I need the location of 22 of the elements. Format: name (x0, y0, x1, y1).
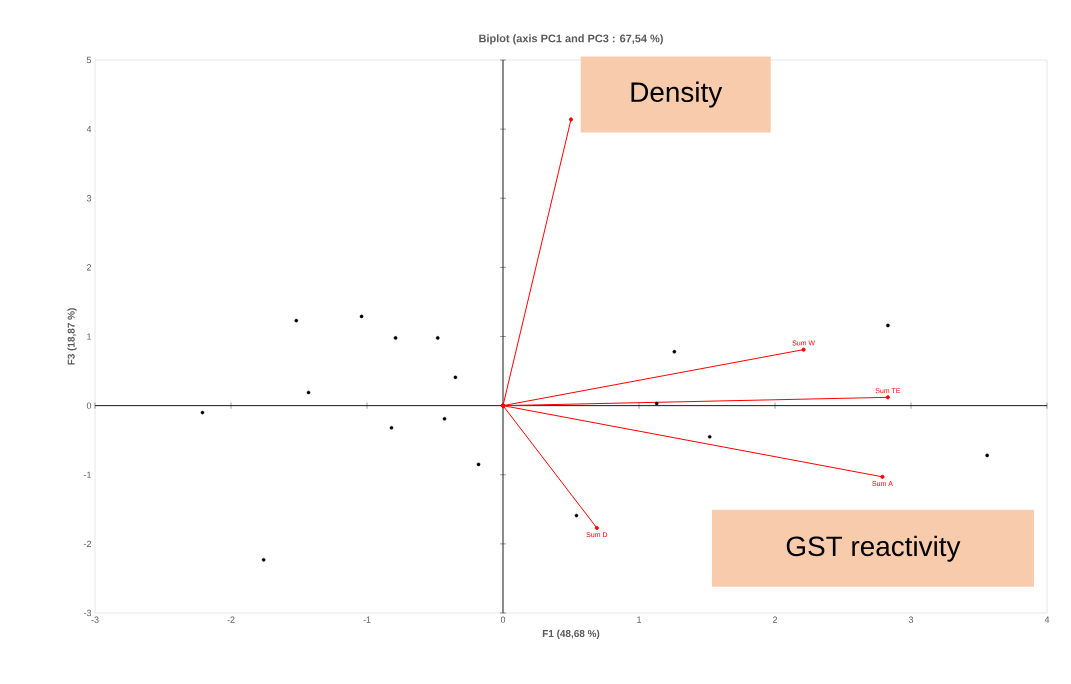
y-tick-label: -3 (83, 609, 92, 617)
annotation: GST reactivity (786, 535, 961, 562)
x-tick-label: 1 (637, 616, 642, 623)
x-axis-title: F1 (48,68 %) (542, 629, 600, 639)
x-tick-label: 3 (908, 616, 914, 623)
chart-title: Biplot (axis PC1 and PC3 : 67,54 %) (479, 34, 663, 45)
x-tick-label: -1 (363, 616, 371, 623)
y-axis-title: F3 (18,87 %) (67, 308, 77, 365)
y-tick-label: -2 (83, 540, 92, 548)
annotation: Density (631, 81, 723, 108)
x-tick-label: 4 (1044, 616, 1050, 623)
y-tick-label: 5 (86, 56, 92, 64)
y-tick-label: -1 (83, 471, 92, 478)
y-tick-label: 4 (86, 126, 92, 133)
y-tick-label: 0 (86, 402, 92, 409)
y-tick-label: 2 (86, 264, 92, 271)
x-tick-label: 2 (772, 616, 778, 623)
x-tick-label: 0 (500, 616, 506, 623)
y-tick-label: 3 (86, 195, 92, 202)
y-tick-label: 1 (87, 333, 92, 340)
x-tick-label: -3 (91, 616, 99, 623)
x-tick-label: -2 (227, 616, 235, 623)
